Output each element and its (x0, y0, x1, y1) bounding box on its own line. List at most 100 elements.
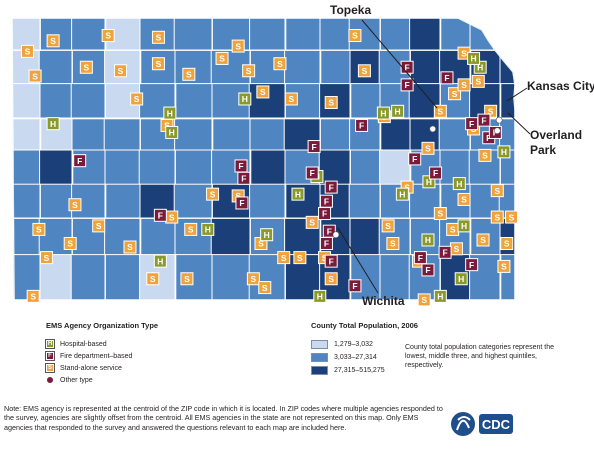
county (349, 149, 381, 186)
county (175, 83, 213, 119)
standalone-service-marker: S (348, 29, 362, 43)
hospital-based-marker: H (391, 104, 405, 118)
marker-letter: S (504, 239, 510, 249)
standalone-service-marker: S (231, 39, 245, 53)
county (350, 83, 381, 119)
swatch-high (311, 366, 328, 375)
state-outline (12, 18, 515, 300)
standalone-service-marker: S (151, 30, 165, 44)
standalone-service-marker: S (505, 210, 519, 224)
marker-letter: F (329, 256, 334, 266)
marker-letter: H (157, 256, 163, 266)
marker-letter: S (437, 107, 443, 117)
marker-letter: S (184, 274, 190, 284)
standalone-service-marker: S (184, 222, 198, 236)
county (285, 18, 321, 51)
pop-legend-low: 1,279–3,032 (311, 340, 373, 349)
county (39, 183, 73, 219)
marker-letter: S (385, 221, 391, 231)
marker-letter: S (96, 221, 102, 231)
marker-letter: S (277, 59, 283, 69)
marker-letter: S (494, 212, 500, 222)
marker-letter: S (83, 62, 89, 72)
standalone-service-marker: S (28, 69, 42, 83)
hospital-based-marker: H (395, 187, 409, 201)
marker-letter: F (158, 211, 163, 221)
legend-label-standalone: Stand-alone service (60, 364, 122, 372)
fire-department-marker: F (465, 117, 479, 131)
standalone-service-marker: S (324, 96, 338, 109)
standalone-service-marker: S (305, 215, 319, 229)
standalone-service-marker: S (490, 184, 504, 198)
legend-item-standalone: S Stand-alone service (45, 363, 122, 373)
marker-letter: S (36, 225, 42, 235)
marker-letter: F (444, 73, 449, 83)
county (12, 83, 41, 119)
marker-letter: S (32, 71, 38, 81)
county (12, 149, 41, 186)
topeka-leader (361, 19, 438, 109)
marker-letter: F (239, 198, 244, 208)
legend-item-hospital: H Hospital-based (45, 339, 107, 349)
county (104, 254, 141, 300)
marker-letter: S (404, 182, 410, 192)
marker-letter: F (412, 154, 417, 164)
legend-item-other: Other type (46, 376, 93, 384)
marker-letter: H (317, 292, 323, 302)
cdc-logo-icon: CDC (449, 404, 516, 445)
standalone-service-marker: S (471, 74, 485, 88)
fire-department-marker: F (477, 113, 491, 127)
hospital-based-marker: H (201, 222, 215, 236)
county (173, 18, 213, 51)
other-type-marker (332, 231, 340, 238)
hospital-based-marker: H (497, 145, 511, 159)
county (103, 118, 141, 151)
fire-department-marker: F (319, 237, 333, 250)
county (105, 183, 141, 219)
other-type-marker (429, 125, 437, 133)
county (249, 118, 286, 151)
county (380, 118, 411, 151)
county (250, 149, 286, 186)
fire-department-marker: F (408, 152, 422, 166)
county (249, 183, 286, 219)
county (348, 183, 381, 219)
county (379, 18, 411, 51)
county (212, 118, 251, 151)
marker-letter: S (260, 87, 266, 97)
marker-letter: H (50, 119, 56, 129)
marker-letter: S (251, 274, 257, 284)
county (249, 18, 286, 51)
marker-letter: S (352, 31, 358, 41)
fire-department-marker: F (322, 224, 336, 238)
standalone-service-marker: S (215, 51, 229, 65)
standalone-service-marker: S (433, 104, 447, 118)
marker-letter: S (452, 89, 458, 99)
standalone-service-marker: S (357, 64, 371, 78)
marker-letter: S (509, 212, 515, 222)
marker-letter: H (242, 94, 248, 104)
marker-letter: S (480, 235, 486, 245)
county (499, 49, 515, 85)
standalone-service-marker: S (449, 242, 463, 256)
marker-letter: S (262, 283, 268, 293)
standalone-service-marker: S (63, 237, 77, 250)
population-category-note: County total population categories repre… (405, 344, 555, 369)
marker-letter: S (328, 274, 334, 284)
standalone-service-marker: S (165, 210, 179, 224)
marker-letter: S (235, 191, 241, 201)
hospital-based-marker: H (457, 219, 471, 233)
standalone-service-marker: S (386, 237, 400, 250)
county (469, 18, 501, 51)
marker-letter: S (454, 244, 460, 254)
fire-department-marker: F (324, 254, 338, 268)
county (140, 217, 176, 256)
standalone-service-marker: S (46, 34, 60, 48)
swatch-mid (311, 353, 328, 362)
city-label-topeka: Topeka (330, 3, 372, 17)
marker-letter: F (481, 115, 486, 125)
marker-letter: S (437, 209, 443, 219)
marker-letter: S (156, 32, 162, 42)
standalone-service-marker: S (421, 141, 435, 155)
overland-park-leader (507, 112, 531, 135)
